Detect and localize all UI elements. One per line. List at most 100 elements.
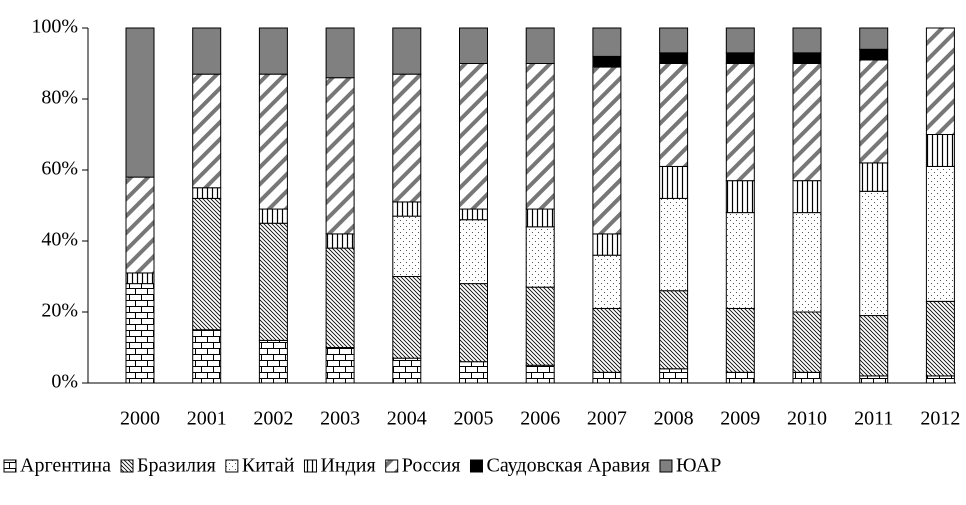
bar-segment — [725, 371, 755, 384]
bar-segment — [125, 27, 155, 178]
bar-segment — [859, 48, 889, 61]
y-tick-label: 0% — [51, 371, 78, 393]
y-tick-label: 60% — [41, 158, 78, 180]
bar-segment — [792, 180, 822, 214]
bar-segment — [459, 208, 488, 221]
bar-segment — [659, 165, 689, 199]
bar-segment — [925, 134, 955, 167]
bar-segment — [659, 368, 689, 384]
bar-segment — [392, 73, 422, 203]
bar-segment — [192, 187, 222, 199]
legend-swatch — [303, 459, 317, 473]
bar-segment — [258, 339, 288, 384]
bar-segment — [859, 27, 889, 50]
bar-segment — [592, 371, 622, 384]
x-tick-label: 2005 — [454, 408, 494, 430]
x-tick-label: 2009 — [720, 408, 760, 430]
bar-segment — [392, 27, 422, 75]
bar-segment — [792, 311, 822, 373]
legend-label: Индия — [320, 455, 375, 477]
bar-segment — [659, 63, 689, 167]
y-tick-label: 40% — [41, 229, 78, 251]
bar-segment — [525, 226, 555, 288]
x-tick-label: 2000 — [120, 408, 160, 430]
legend-label: Бразилия — [137, 455, 216, 477]
bar-segment — [592, 233, 622, 256]
bar-segment — [258, 208, 288, 224]
x-tick-label: 2011 — [854, 408, 893, 430]
bar-segment — [459, 27, 488, 64]
y-tick-label: 80% — [41, 87, 78, 109]
bar-segment — [925, 27, 955, 135]
x-tick-label: 2002 — [253, 408, 293, 430]
legend-swatch — [225, 459, 239, 473]
bar-segment — [258, 27, 288, 75]
bar-segment — [525, 286, 555, 366]
bar-segment — [125, 176, 155, 274]
bar-segment — [859, 162, 889, 192]
bar-segment — [792, 52, 822, 64]
bar-segment — [925, 375, 955, 384]
bar-segment — [792, 27, 822, 54]
bar-segment — [192, 329, 222, 384]
legend-swatch — [469, 459, 483, 473]
bar-segment — [792, 371, 822, 384]
bar-segment — [525, 63, 555, 210]
bar-segment — [459, 219, 488, 285]
x-tick-label: 2006 — [520, 408, 560, 430]
bar-segment — [192, 73, 222, 189]
bar-segment — [125, 272, 155, 285]
bar-segment — [525, 27, 555, 64]
bar-segment — [392, 276, 422, 359]
bar-segment — [725, 27, 755, 54]
bar-segment — [325, 347, 355, 384]
legend-label: Китай — [242, 455, 295, 477]
x-tick-label: 2012 — [920, 408, 960, 430]
bar-segment — [725, 307, 755, 373]
legend-label: Саудовская Аравия — [486, 455, 649, 477]
y-tick-label: 100% — [31, 16, 78, 38]
bar-segment — [659, 52, 689, 64]
bar-segment — [325, 233, 355, 249]
bar-segment — [459, 361, 488, 384]
bar-segment — [525, 208, 555, 228]
bar-segment — [592, 66, 622, 235]
bar-segment — [192, 27, 222, 75]
legend-label: Россия — [402, 455, 461, 477]
bar-segment — [258, 73, 288, 210]
x-tick-label: 2010 — [787, 408, 827, 430]
legend-swatch — [385, 459, 399, 473]
bar-segment — [392, 357, 422, 384]
bar-segment — [659, 27, 689, 54]
legend-swatch — [3, 459, 17, 473]
x-tick-label: 2008 — [654, 408, 694, 430]
y-tick-label: 20% — [41, 300, 78, 322]
x-tick-label: 2004 — [387, 408, 427, 430]
bar-segment — [192, 197, 222, 331]
bar-segment — [792, 63, 822, 182]
bar-segment — [725, 212, 755, 309]
bar-segment — [859, 190, 889, 317]
bar-segment — [859, 315, 889, 377]
legend-swatch — [659, 459, 673, 473]
legend-label: Аргентина — [20, 455, 111, 477]
bar-segment — [325, 27, 355, 79]
legend-label: ЮАР — [676, 455, 721, 477]
bar-segment — [592, 307, 622, 373]
bar-segment — [392, 201, 422, 217]
bar-segment — [725, 180, 755, 214]
bar-segment — [859, 375, 889, 384]
bar-segment — [325, 77, 355, 235]
bar-segment — [859, 59, 889, 164]
bar-segment — [125, 283, 155, 384]
bar-segment — [592, 254, 622, 309]
bar-segment — [525, 364, 555, 384]
bar-segment — [325, 247, 355, 349]
bar-segment — [725, 63, 755, 182]
bar-segment — [792, 212, 822, 313]
bar-segment — [392, 215, 422, 277]
legend-swatch — [120, 459, 134, 473]
x-tick-label: 2003 — [320, 408, 360, 430]
bar-segment — [659, 197, 689, 292]
